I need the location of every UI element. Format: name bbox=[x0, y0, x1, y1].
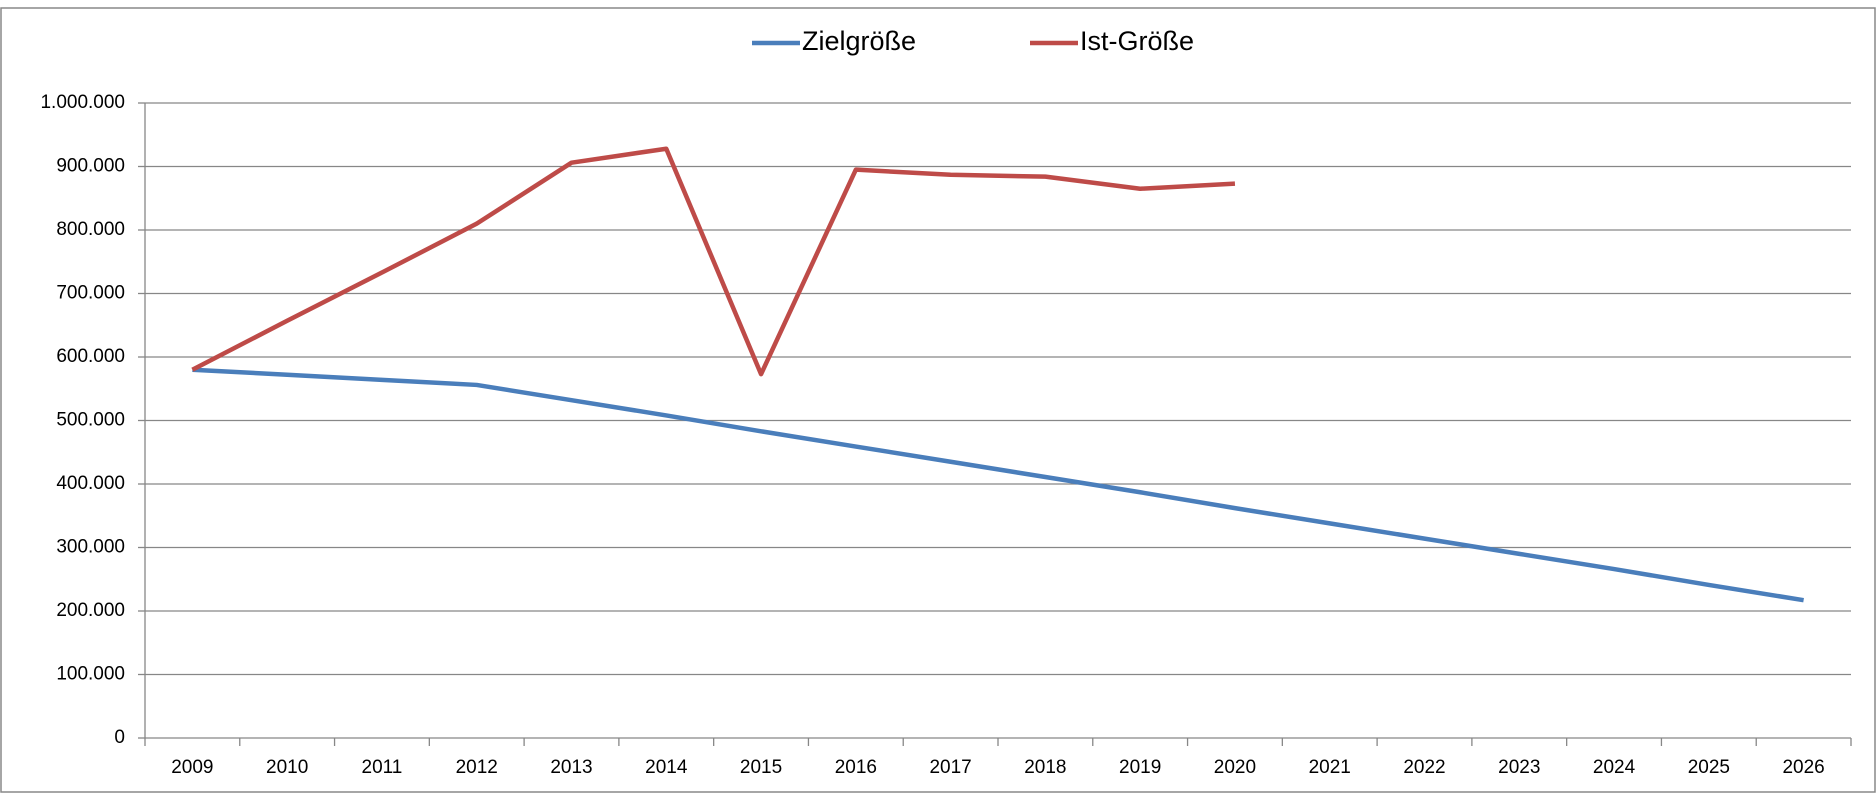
y-tick-label: 700.000 bbox=[56, 283, 125, 304]
x-tick-label: 2011 bbox=[362, 757, 403, 778]
y-tick-label: 900.000 bbox=[56, 156, 125, 177]
x-tick-label: 2023 bbox=[1498, 757, 1540, 778]
y-tick-label: 400.000 bbox=[56, 473, 125, 494]
y-tick-label: 100.000 bbox=[56, 664, 125, 685]
x-tick-label: 2020 bbox=[1214, 757, 1256, 778]
x-tick-label: 2018 bbox=[1024, 757, 1066, 778]
y-tick-label: 800.000 bbox=[56, 219, 125, 240]
legend-label: Zielgröße bbox=[802, 26, 916, 56]
series-line bbox=[191, 146, 1236, 377]
x-tick-label: 2014 bbox=[645, 757, 688, 778]
x-tick-label: 2010 bbox=[266, 757, 308, 778]
x-tick-label: 2022 bbox=[1403, 757, 1445, 778]
x-tick-label: 2021 bbox=[1309, 757, 1351, 778]
x-tick-label: 2026 bbox=[1782, 757, 1824, 778]
x-tick-label: 2009 bbox=[171, 757, 213, 778]
y-tick-label: 200.000 bbox=[56, 600, 125, 621]
y-tick-label: 300.000 bbox=[56, 537, 125, 558]
y-tick-label: 1.000.000 bbox=[40, 92, 125, 113]
x-tick-label: 2025 bbox=[1688, 757, 1730, 778]
x-tick-label: 2019 bbox=[1119, 757, 1161, 778]
x-tick-label: 2016 bbox=[835, 757, 877, 778]
x-tick-label: 2015 bbox=[740, 757, 782, 778]
x-tick-label: 2012 bbox=[456, 757, 498, 778]
y-tick-label: 500.000 bbox=[56, 410, 125, 431]
y-tick-label: 600.000 bbox=[56, 346, 125, 367]
series-line bbox=[192, 367, 1804, 603]
chart-border bbox=[0, 7, 1876, 793]
legend-label: Ist-Größe bbox=[1080, 26, 1194, 56]
y-tick-label: 0 bbox=[114, 727, 125, 748]
x-tick-label: 2024 bbox=[1593, 757, 1636, 778]
x-tick-label: 2013 bbox=[550, 757, 592, 778]
x-tick-label: 2017 bbox=[929, 757, 971, 778]
